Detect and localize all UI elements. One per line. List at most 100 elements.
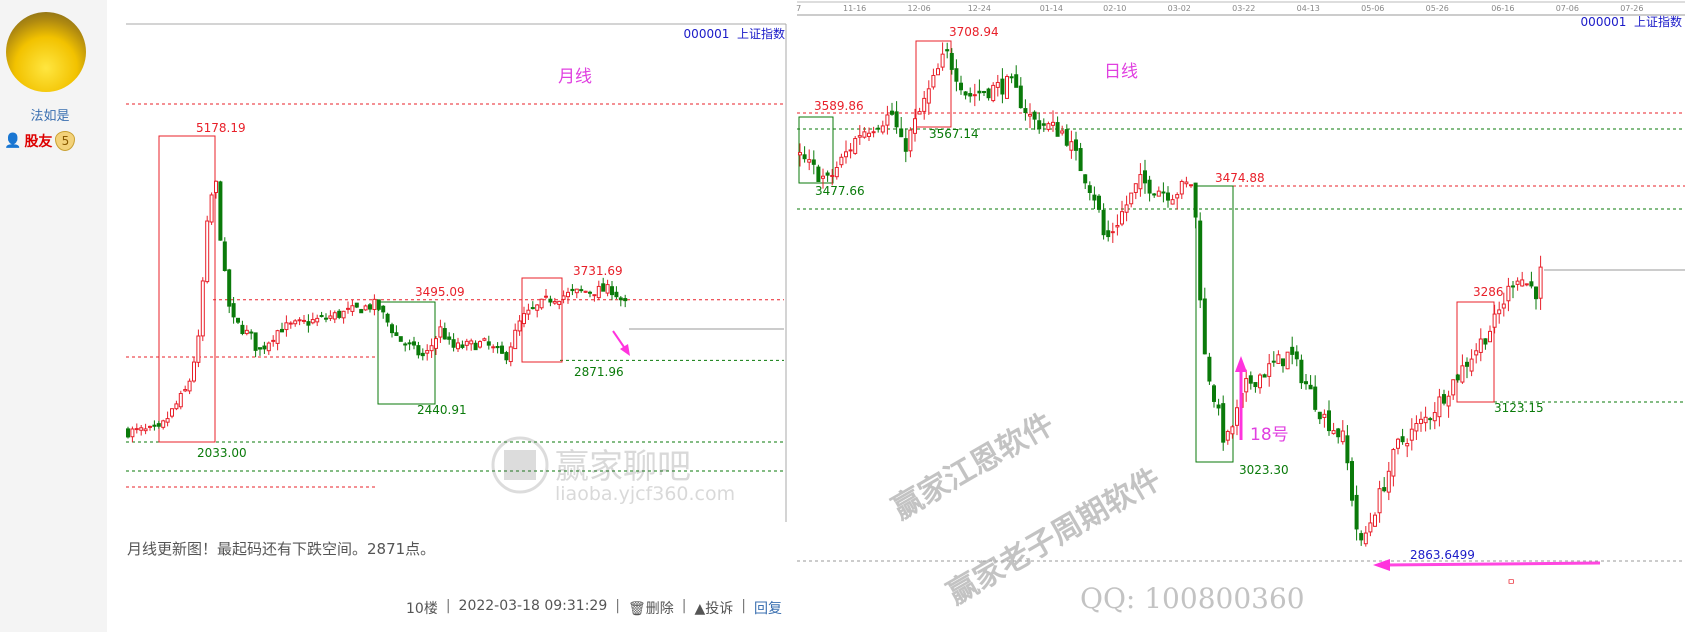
candle-body [862,131,867,138]
candle-body [834,166,839,178]
candle-body [1359,533,1364,541]
candle-body [319,315,324,318]
candle-body [548,298,553,303]
watermark-gann: 赢家江恩软件 [887,407,1060,527]
candle-body [293,320,298,325]
candle-body [354,302,359,308]
candle-body [1046,123,1051,130]
candle-body [156,423,161,427]
candle-body [1235,407,1239,426]
candle-body [315,317,320,323]
candle-body [1087,185,1092,193]
watermark-text: 赢家聊吧 [555,447,691,487]
label-box3-high: 3731.69 [573,264,623,278]
warning-icon: ▲ [694,601,706,617]
candle-body [1327,410,1331,432]
range-box-d [1456,301,1495,403]
candle-body [1212,385,1216,402]
delete-button[interactable]: 🗑删除 [628,598,674,618]
candle-body [1083,174,1088,184]
candle-body [926,88,931,104]
candle-body [403,343,408,346]
candle-body [583,290,588,293]
candle-body [579,289,584,292]
user-rank-icon: 👤 [4,133,22,149]
label-box3-low: 2871.96 [574,365,624,379]
post-timestamp: 2022-03-18 09:31:29 [458,598,608,614]
candle-body [1350,461,1354,501]
candle-body [931,74,936,88]
avatar[interactable] [6,12,86,92]
candle-body [1465,361,1469,367]
label-low: 2033.00 [197,446,247,460]
candle-body [302,319,306,322]
candle-body [561,295,566,300]
candle-body [398,336,403,342]
candle-body [940,53,945,68]
candle-body [991,84,996,102]
candle-body [1221,403,1226,443]
username-link[interactable]: 法如是 [30,109,70,124]
user-rank: 👤 股友 5 [4,131,76,151]
candle-body [1138,174,1143,190]
candle-body [1363,532,1368,545]
candle-body [152,424,157,427]
candle-body [1161,191,1166,194]
axis-date-label: 12-06 [908,4,931,13]
reply-button[interactable]: 回复 [753,601,782,617]
candle-body [1386,470,1391,493]
candle-body [1147,179,1152,194]
candle-body [1396,438,1400,449]
candle-body [982,91,986,94]
candle-body [288,322,293,325]
separator: | [615,598,620,614]
candle-body [986,88,991,99]
candle-body [504,352,509,361]
candle-body [1106,230,1111,238]
candle-body [139,427,144,431]
candle-body [526,309,531,315]
candle-body [1308,384,1313,390]
candle-body [385,313,390,323]
axis-date-label: 03-22 [1232,4,1255,13]
candle-body [240,324,245,334]
candle-body [1483,338,1488,345]
candle-body [170,408,174,417]
candle-body [1281,358,1285,367]
candle-body [544,295,548,298]
candle-body [227,269,232,307]
report-button[interactable]: ▲投诉 [694,598,733,618]
candle-body [1092,194,1097,201]
candle-body [592,294,597,297]
candle-body [574,288,579,294]
candle-body [1414,423,1419,432]
price-label-3589.86: 3589.86 [814,99,864,113]
candle-body [161,420,166,428]
candle-body [1501,303,1506,309]
candle-body [1055,122,1060,137]
candle-body [1175,194,1180,199]
candle-body [412,341,416,346]
left-arrow-low [1373,559,1601,571]
candle-body [908,129,913,152]
price-label-3286: 3286 [1473,285,1504,299]
candle-body [266,342,271,352]
candle-body [816,166,821,183]
separator: | [445,598,451,614]
candle-body [922,97,927,112]
candle-body [995,81,1000,88]
candle-body [530,307,535,310]
candle-body [517,320,522,332]
candle-body [464,340,469,346]
candle-body [1244,378,1249,393]
post-body: 月线更新图！最起码还有下跌空间。2871点。 [127,540,436,558]
candle-body [275,330,280,344]
candle-body [972,94,977,97]
report-label: 投诉 [705,601,734,617]
candle-body [1198,220,1203,301]
candle-body [218,181,223,241]
price-label-3023.30: 3023.30 [1239,463,1289,477]
candle-body [143,428,148,432]
candle-body [798,152,802,156]
candle-body [894,111,899,128]
